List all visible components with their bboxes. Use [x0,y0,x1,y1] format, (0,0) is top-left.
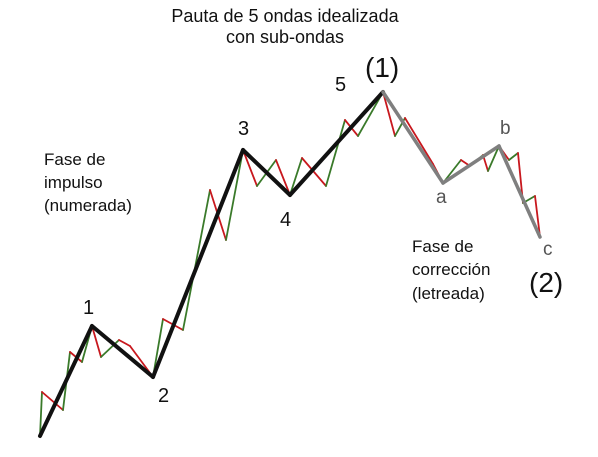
subwave-wave1-2-8 [118,339,131,347]
wave-label-big-2: (2) [529,267,564,298]
impulse-wave-segment-2 [90,324,155,379]
wave-label-c: c [543,239,553,260]
impulse-phase-line3: (numerada) [44,196,132,215]
subwave-wave4-5-1 [242,149,258,187]
subwave-wave1-2-1 [39,391,43,437]
subwave-wave4-5-6 [325,119,346,187]
correction-phase-line3: (letreada) [412,284,485,303]
wave-label-big-1: (1) [365,52,400,83]
subwave-wave3-1 [152,318,164,378]
wave-label-5: 5 [335,74,347,96]
subwave-wave3-3 [182,189,211,331]
subwave-wave4-5-4 [289,157,303,196]
impulse-wave-segment-5 [288,90,385,197]
impulse-phase-line1: Fase de [44,150,106,169]
correction-wave-segment-1 [381,90,445,185]
subwave-wave4-5-5 [301,157,327,187]
subwave-correction-9 [487,145,500,172]
diagram-title-line1: Pauta de 5 ondas idealizada [171,6,399,26]
subwave-correction-3 [404,117,434,165]
subwave-wave1-2-7 [100,339,120,358]
wave-label-1: 1 [83,297,95,319]
subwave-wave4-5-3 [275,159,291,196]
correction-phase-line1: Fase de [412,237,474,256]
subwave-correction-11 [508,152,519,161]
subwave-wave1-2-2 [41,391,64,411]
impulse-phase-line2: impulso [44,173,103,192]
wave-label-2: 2 [158,385,170,407]
wave-label-a: a [436,187,447,208]
subwave-wave3-5 [225,149,244,241]
subwave-correction-14 [534,195,541,238]
subwave-correction-1 [382,91,396,137]
wave-label-3: 3 [238,118,250,140]
correction-wave-segment-3 [497,144,542,239]
wave-label-4: 4 [280,209,292,231]
correction-phase-line2: corrección [412,260,491,279]
correction-wave-segment-2 [441,144,501,185]
impulse-wave-segment-1 [38,324,94,438]
subwave-wave1-2-6 [91,325,102,358]
diagram-title-line2: con sub-ondas [225,27,345,47]
impulse-wave-segment-3 [151,148,245,379]
impulse-wave-segment-4 [241,148,292,197]
wave-label-b: b [500,118,511,139]
